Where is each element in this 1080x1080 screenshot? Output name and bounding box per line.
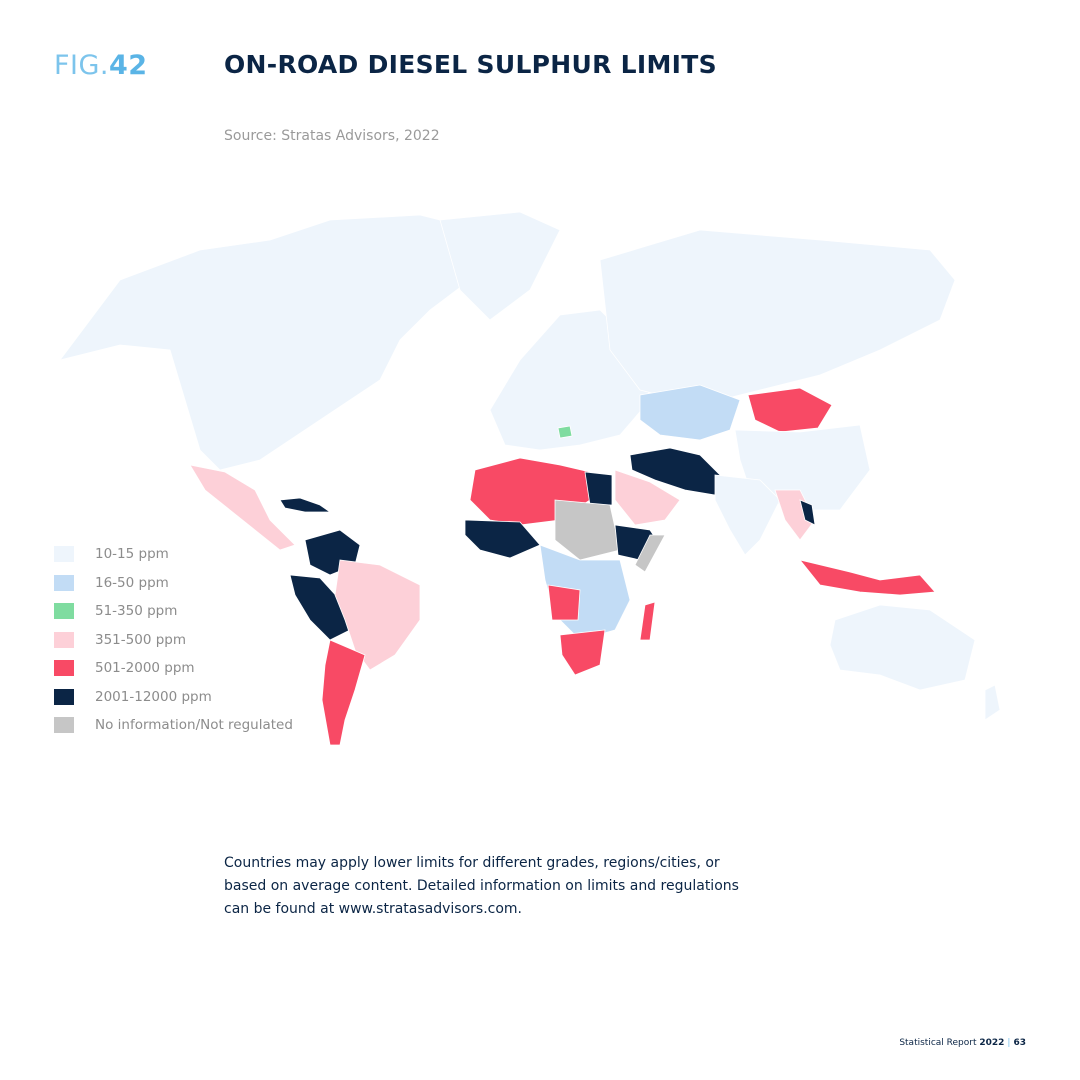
region-sudan-chad	[554, 499, 621, 561]
source-line: Source: Stratas Advisors, 2022	[224, 128, 440, 144]
legend-swatch	[54, 631, 74, 648]
region-russia	[599, 229, 956, 401]
region-brazil	[334, 559, 421, 671]
region-north-america	[59, 214, 481, 471]
footer-year: 2022	[979, 1038, 1005, 1048]
legend-swatch	[54, 717, 74, 734]
legend-item: 10-15 ppm	[54, 540, 293, 569]
region-mexico	[189, 464, 296, 551]
legend-swatch	[54, 574, 74, 591]
legend-item: 2001-12000 ppm	[54, 683, 293, 712]
footer-separator: |	[1007, 1038, 1011, 1048]
figure-number: 42	[109, 50, 148, 81]
legend-item: 351-500 ppm	[54, 626, 293, 655]
region-angola	[547, 584, 581, 621]
region-peru	[289, 574, 351, 641]
region-australia	[829, 604, 976, 691]
legend-item: No information/Not regulated	[54, 711, 293, 740]
figure-label: FIG.42	[54, 50, 148, 81]
figure-prefix: FIG.	[54, 50, 109, 81]
region-egypt	[584, 471, 613, 506]
region-caribbean	[279, 497, 332, 513]
legend-label: 16-50 ppm	[95, 574, 169, 591]
region-south-africa	[559, 629, 606, 676]
legend-item: 501-2000 ppm	[54, 654, 293, 683]
legend-swatch	[54, 546, 74, 563]
page-title: ON-ROAD DIESEL SULPHUR LIMITS	[224, 50, 717, 79]
region-new-zealand	[984, 684, 1001, 721]
legend-label: 501-2000 ppm	[95, 660, 195, 677]
footer-page-number: 63	[1013, 1038, 1026, 1048]
region-west-africa	[464, 519, 541, 559]
region-mongolia	[747, 387, 833, 433]
legend: 10-15 ppm 16-50 ppm 51-350 ppm 351-500 p…	[54, 540, 293, 740]
legend-swatch	[54, 688, 74, 705]
legend-label: 351-500 ppm	[95, 631, 186, 648]
footer-report: Statistical Report	[899, 1038, 977, 1048]
region-central-asia	[639, 384, 741, 441]
region-madagascar	[639, 601, 656, 641]
legend-label: No information/Not regulated	[95, 717, 293, 734]
region-indonesia	[798, 559, 936, 596]
legend-swatch	[54, 603, 74, 620]
legend-label: 51-350 ppm	[95, 603, 178, 620]
page-footer: Statistical Report 2022 | 63	[899, 1038, 1026, 1048]
region-balkans	[557, 425, 573, 439]
region-arabia	[614, 469, 681, 526]
footnote: Countries may apply lower limits for dif…	[224, 855, 739, 917]
legend-item: 51-350 ppm	[54, 597, 293, 626]
region-india	[714, 474, 781, 556]
legend-swatch	[54, 660, 74, 677]
legend-item: 16-50 ppm	[54, 569, 293, 598]
region-laos-vietnam	[799, 499, 816, 526]
legend-label: 10-15 ppm	[95, 546, 169, 563]
region-argentina-chile	[321, 639, 366, 746]
legend-label: 2001-12000 ppm	[95, 688, 212, 705]
region-somalia	[634, 534, 666, 573]
world-map	[59, 211, 1001, 746]
region-greenland	[439, 211, 561, 321]
